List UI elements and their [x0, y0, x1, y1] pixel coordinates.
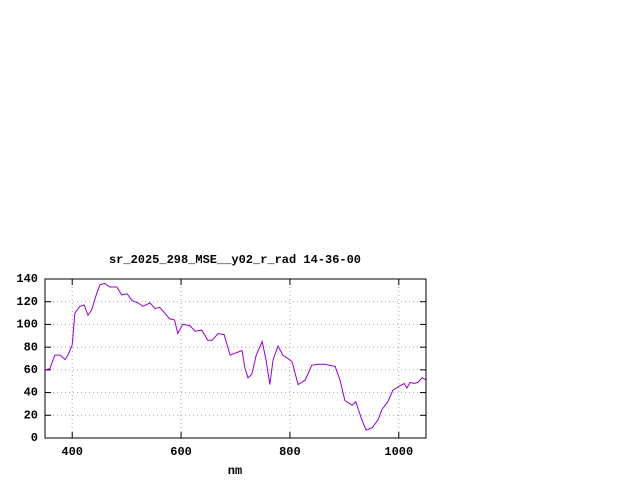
y-tick-label: 100 — [16, 318, 38, 332]
chart-title: sr_2025_298_MSE__y02_r_rad 14-36-00 — [109, 253, 361, 267]
y-tick-label: 80 — [24, 340, 38, 354]
x-tick-label: 1000 — [384, 445, 413, 459]
y-tick-label: 120 — [16, 295, 38, 309]
y-tick-label: 140 — [16, 272, 38, 286]
y-tick-label: 0 — [31, 431, 38, 445]
data-line — [44, 282, 427, 431]
x-axis-label: nm — [228, 464, 242, 478]
y-tick-label: 40 — [24, 386, 38, 400]
y-tick-label: 60 — [24, 363, 38, 377]
plot-frame — [44, 278, 427, 439]
y-tick-label: 20 — [24, 408, 38, 422]
x-tick-label: 600 — [170, 445, 192, 459]
x-tick-label: 800 — [279, 445, 301, 459]
x-tick-label: 400 — [61, 445, 83, 459]
